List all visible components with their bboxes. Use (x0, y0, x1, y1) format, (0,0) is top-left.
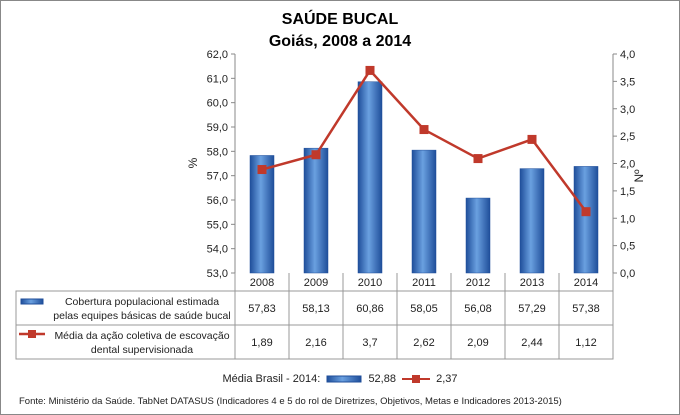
category-label: 2010 (358, 277, 382, 289)
line-point (311, 150, 321, 160)
line-point (581, 207, 591, 217)
series-label-line-1: Média da ação coletiva de escovação (54, 330, 229, 342)
right-tick-label: 2,0 (620, 159, 635, 171)
right-axis-title: Nº (632, 169, 646, 183)
bar (573, 166, 599, 274)
line-value-cell: 2,09 (467, 337, 488, 349)
series-label-bar-2: pelas equipes básicas de saúde bucal (53, 310, 230, 322)
bar (465, 197, 491, 274)
right-tick-label: 2,5 (620, 131, 635, 143)
right-tick-label: 1,5 (620, 186, 635, 198)
left-tick-label: 56,0 (207, 195, 228, 207)
line-value-cell: 1,12 (575, 337, 596, 349)
left-tick-label: 53,0 (207, 268, 228, 280)
category-label: 2013 (520, 277, 544, 289)
category-label: 2012 (466, 277, 490, 289)
legend-line-swatch (402, 375, 431, 384)
bar-value-cell: 57,83 (248, 303, 276, 315)
source-note: Fonte: Ministério da Saúde. TabNet DATAS… (19, 396, 562, 407)
line-value-cell: 1,89 (251, 337, 272, 349)
bar-value-cell: 60,86 (356, 303, 384, 315)
left-tick-label: 55,0 (207, 219, 228, 231)
line-point (257, 165, 267, 175)
left-tick-label: 61,0 (207, 73, 228, 85)
chart-title: SAÚDE BUCAL (281, 11, 399, 28)
legend-bar-swatch (326, 375, 362, 383)
left-tick-label: 59,0 (207, 122, 228, 134)
bar (249, 155, 275, 274)
line-point (527, 134, 537, 144)
legend-line-value: 2,37 (436, 373, 458, 385)
right-tick-label: 3,5 (620, 76, 635, 88)
left-axis-title: % (186, 157, 200, 168)
bar-value-cell: 56,08 (464, 303, 492, 315)
legend-label: Média Brasil - 2014: (222, 373, 321, 385)
category-label: 2008 (250, 277, 274, 289)
line-value-cell: 2,62 (413, 337, 434, 349)
legend-bar-value: 52,88 (368, 373, 396, 385)
right-tick-label: 3,0 (620, 104, 635, 116)
table-bar-swatch (20, 298, 44, 305)
line-point (473, 154, 483, 164)
bar (357, 81, 383, 274)
bar-value-cell: 58,13 (302, 303, 330, 315)
left-tick-label: 62,0 (207, 49, 228, 61)
chart-svg: 53,0 54,0 55,0 56,0 57,0 58,0 59,0 60,0 61,0 62,0… (15, 49, 646, 360)
bar (411, 149, 437, 274)
bar (519, 168, 545, 274)
left-tick-label: 54,0 (207, 244, 228, 256)
category-label: 2009 (304, 277, 328, 289)
line-point (419, 125, 429, 135)
table-line-swatch-marker (28, 330, 36, 338)
bar-value-cell: 57,38 (572, 303, 600, 315)
chart-subtitle: Goiás, 2008 a 2014 (268, 33, 412, 50)
category-label: 2011 (412, 277, 436, 289)
right-tick-label: 0,0 (620, 268, 635, 280)
line-value-cell: 3,7 (362, 337, 377, 349)
category-label: 2014 (574, 277, 598, 289)
bar (303, 147, 329, 274)
left-tick-label: 58,0 (207, 146, 228, 158)
line-value-cell: 2,16 (305, 337, 326, 349)
left-tick-label: 57,0 (207, 171, 228, 183)
left-tick-label: 60,0 (207, 98, 228, 110)
line-value-cell: 2,44 (521, 337, 542, 349)
series-label-line-2: dental supervisionada (91, 344, 193, 356)
bar-value-cell: 58,05 (410, 303, 438, 315)
legend: Média Brasil - 2014: 52,88 2,37 (1, 373, 679, 385)
series-label-bar-1: Cobertura populacional estimada (65, 296, 219, 308)
bar-value-cell: 57,29 (518, 303, 546, 315)
line-point (365, 65, 375, 75)
right-tick-label: 1,0 (620, 213, 635, 225)
right-tick-label: 4,0 (620, 49, 635, 61)
right-tick-label: 0,5 (620, 241, 635, 253)
